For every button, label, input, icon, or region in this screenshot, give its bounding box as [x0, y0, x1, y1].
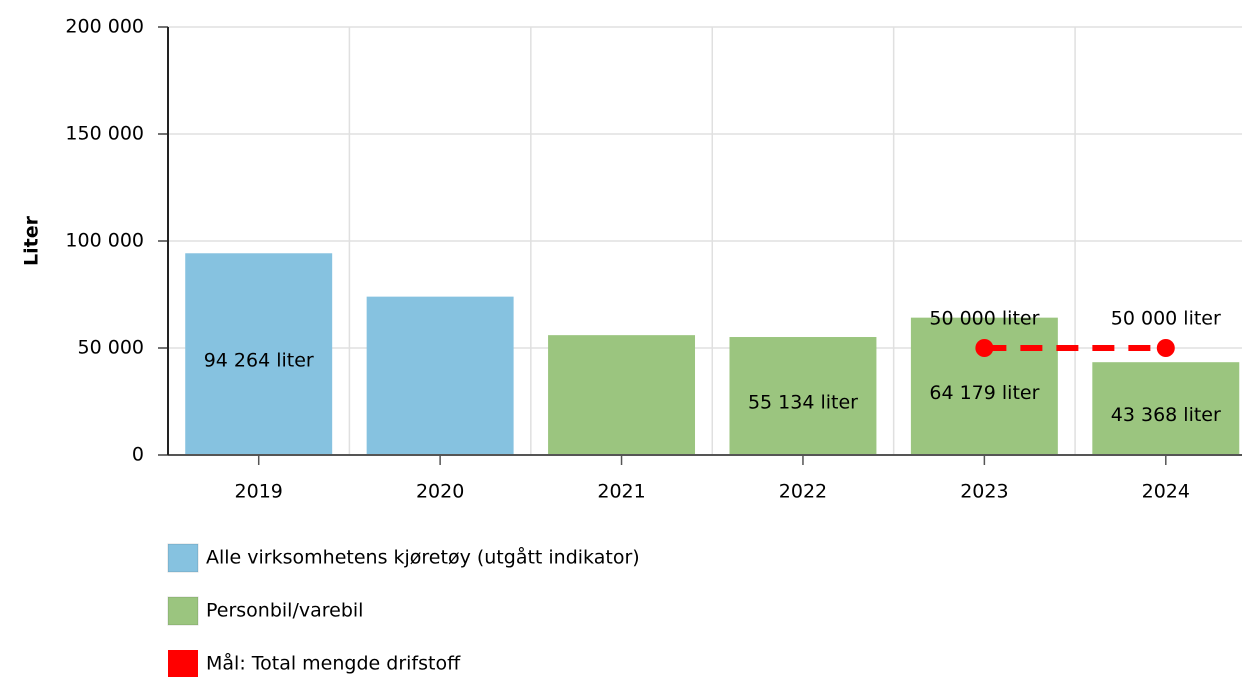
bar	[185, 253, 333, 455]
data-label: 50 000 liter	[929, 308, 1039, 330]
bar	[729, 337, 877, 455]
data-label: 50 000 liter	[1111, 308, 1221, 330]
y-tick-label: 0	[132, 444, 144, 466]
legend-swatch	[168, 650, 198, 677]
x-tick-label: 2019	[235, 481, 283, 503]
x-tick-label: 2024	[1142, 481, 1190, 503]
data-label: 94 264 liter	[204, 350, 314, 372]
bar	[366, 296, 514, 455]
bar	[548, 335, 696, 455]
legend-swatch	[167, 543, 199, 573]
legend-label: Personbil/varebil	[206, 600, 363, 622]
data-label: 64 179 liter	[929, 382, 1039, 404]
x-tick-label: 2020	[416, 481, 464, 503]
y-axis-label: Liter	[21, 215, 43, 266]
bar	[1092, 362, 1240, 455]
y-tick-label: 150 000	[65, 123, 144, 145]
legend-label: Alle virksomhetens kjøretøy (utgått indi…	[206, 546, 640, 569]
legend-swatch	[167, 596, 199, 626]
x-tick-label: 2022	[779, 481, 827, 503]
target-point	[1156, 339, 1175, 357]
target-point	[975, 339, 994, 357]
x-tick-label: 2021	[597, 481, 645, 503]
data-label: 43 368 liter	[1111, 404, 1221, 426]
data-label: 55 134 liter	[748, 392, 858, 414]
x-tick-label: 2023	[960, 481, 1008, 503]
y-tick-label: 200 000	[65, 16, 144, 38]
y-tick-label: 100 000	[65, 230, 144, 252]
y-tick-label: 50 000	[78, 337, 144, 359]
legend-label: Mål: Total mengde drifstoff	[206, 652, 461, 675]
